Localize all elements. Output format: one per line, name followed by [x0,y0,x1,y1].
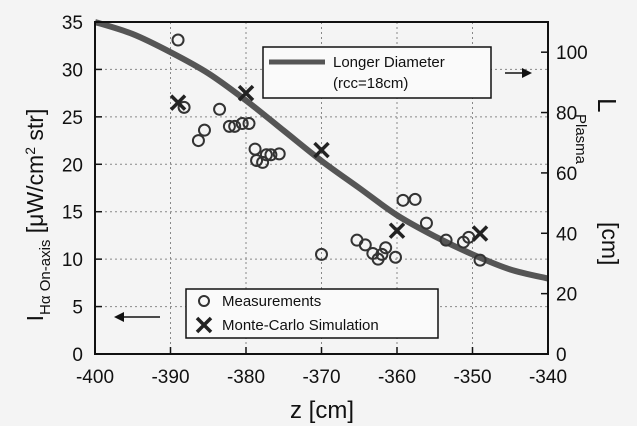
measurement-point [396,193,410,207]
longer-diameter-curve [94,19,549,282]
y-left-label-main: I [22,315,48,321]
x-tick-label: -350 [453,367,491,388]
measurement-point [171,33,185,47]
measurement-point [473,253,487,267]
legend-line-sublabel: (rcc=18cm) [333,75,408,92]
measurement-point [259,148,273,162]
y-left-tick-label: 15 [62,203,83,224]
measurement-point [228,119,242,133]
series-longer-diameter [94,19,549,282]
measurement-point [256,155,270,169]
measurement-point [191,134,205,148]
x-tick-label: -400 [76,367,114,388]
x-axis-label: z [cm] [290,397,354,424]
legend-circle-marker [198,295,210,307]
y-left-tick-label: 0 [72,345,83,366]
y-left-label-bracket: [μW/cm [22,155,48,233]
x-tick-label: -380 [227,367,265,388]
y-right-tick-label: 20 [556,285,577,306]
measurement-point [177,100,191,114]
y-right-tick-label: 40 [556,224,577,245]
series-measurements [171,33,487,267]
measurement-point [242,116,256,130]
y-right-tick-label: 60 [556,164,577,185]
right-axis-arrow-icon [505,68,532,78]
y-left-tick-label: 25 [62,108,83,129]
x-tick-label: -340 [529,367,567,388]
monte-carlo-point [169,94,187,111]
monte-carlo-stroke [313,141,330,159]
x-tick-labels: -400 -390 -380 -370 -360 -350 -340 [76,347,567,388]
measurement-point [250,153,264,167]
x-tick-label: -390 [151,367,189,388]
y-left-axis-label: IHα On-axis [μW/cm2 str] [22,109,54,322]
legend-line-label: Longer Diameter [333,54,445,71]
y-left-label-subscript: Hα On-axis [37,240,54,315]
y-right-label-unit: [cm] [597,222,623,265]
y-right-label-subscript: Plasma [572,114,589,165]
monte-carlo-point [471,225,489,242]
measurement-point [379,241,393,255]
monte-carlo-point [313,141,330,159]
monte-carlo-stroke [471,225,489,242]
y-right-tick-label: 100 [556,43,588,64]
y-left-tick-label: 5 [72,298,83,319]
measurement-point [222,119,236,133]
measurement-point [419,216,433,230]
x-tick-label: -360 [378,367,416,388]
monte-carlo-point [237,84,255,102]
y-left-tick-label: 30 [62,60,83,81]
measurement-point [408,192,422,206]
measurement-point [315,247,328,261]
y-left-tick-label: 10 [62,250,83,271]
measurement-point [235,116,249,130]
legend-x-marker [195,316,213,334]
legend-line-box [262,46,492,99]
legend-line: Longer Diameter (rcc=18cm) [262,46,492,99]
measurement-point [197,123,211,137]
y-left-tick-labels: 0 5 10 15 20 25 30 35 [62,13,102,366]
measurement-point [264,148,278,162]
measurement-point [439,233,453,247]
legend-measurements-label: Measurements [222,293,321,310]
y-left-label-tail: str] [22,109,48,147]
monte-carlo-stroke [388,222,406,239]
legend-markers: Measurements Monte-Carlo Simulation [185,288,439,339]
monte-carlo-stroke [169,94,187,111]
monte-carlo-point [388,222,406,239]
monte-carlo-stroke [237,84,255,102]
measurement-point [248,142,262,156]
y-left-tick-label: 20 [62,155,83,176]
measurement-point [213,102,227,116]
y-right-tick-labels: 0 20 40 60 80 100 [541,43,588,366]
legend-markers-box [185,288,439,339]
y-left-label-sup: 2 [22,147,38,155]
measurement-point [375,247,389,261]
left-axis-arrow-icon [114,312,160,322]
y-left-tick-label: 35 [62,13,83,34]
series-monte-carlo [169,84,489,242]
y-right-label-main: L [592,98,622,112]
measurement-point [358,238,372,252]
y-right-axis-label: L Plasma [cm] [572,98,623,265]
y-right-tick-label: 0 [556,345,567,366]
x-tick-label: -370 [302,367,340,388]
measurement-point [272,147,286,161]
y-right-tick-label: 80 [556,104,577,125]
measurement-point [388,250,402,264]
legend-monte-carlo-label: Monte-Carlo Simulation [222,317,379,334]
